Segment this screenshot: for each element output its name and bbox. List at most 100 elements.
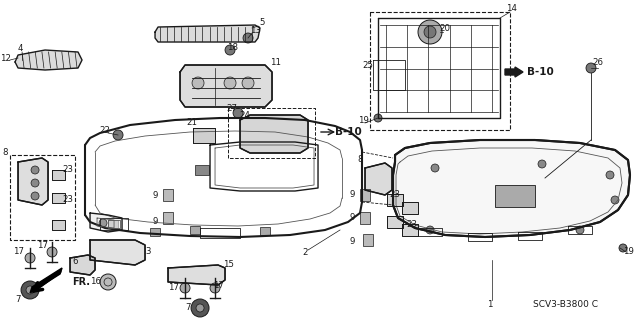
Circle shape	[619, 244, 627, 252]
Text: 2: 2	[302, 249, 308, 257]
Circle shape	[586, 63, 596, 73]
Text: 23: 23	[406, 220, 417, 229]
Text: 8: 8	[357, 155, 363, 165]
Text: 17: 17	[212, 281, 223, 291]
Polygon shape	[193, 128, 215, 143]
Circle shape	[31, 192, 39, 200]
Polygon shape	[365, 163, 392, 195]
Text: 3: 3	[145, 248, 151, 256]
Text: 9: 9	[152, 218, 157, 226]
Circle shape	[243, 33, 253, 43]
Text: 26: 26	[593, 57, 604, 66]
Circle shape	[25, 253, 35, 263]
Text: 15: 15	[223, 261, 234, 270]
Circle shape	[611, 196, 619, 204]
Polygon shape	[155, 25, 260, 42]
Circle shape	[31, 166, 39, 174]
Polygon shape	[70, 255, 95, 275]
Text: 22: 22	[100, 125, 111, 135]
Text: 11: 11	[269, 57, 280, 66]
Polygon shape	[168, 265, 225, 285]
Text: 9: 9	[349, 213, 355, 222]
Circle shape	[191, 299, 209, 317]
Circle shape	[374, 114, 382, 122]
Text: 23: 23	[63, 166, 74, 174]
Circle shape	[196, 304, 204, 312]
Bar	[363, 234, 373, 246]
Circle shape	[192, 77, 204, 89]
Text: 20: 20	[440, 24, 451, 33]
Circle shape	[113, 130, 123, 140]
Circle shape	[26, 286, 34, 294]
Text: 1: 1	[487, 300, 493, 309]
Polygon shape	[387, 194, 403, 206]
Text: 7: 7	[15, 295, 20, 305]
FancyArrow shape	[505, 67, 523, 77]
Circle shape	[431, 164, 439, 172]
Bar	[360, 212, 370, 224]
Circle shape	[424, 26, 436, 38]
Polygon shape	[387, 216, 403, 228]
Circle shape	[225, 45, 235, 55]
Text: FR.: FR.	[72, 277, 90, 287]
Bar	[260, 227, 270, 235]
Circle shape	[100, 274, 116, 290]
Text: 9: 9	[349, 190, 355, 199]
Text: 18: 18	[227, 42, 237, 51]
Polygon shape	[90, 240, 145, 265]
Circle shape	[210, 283, 220, 293]
Circle shape	[606, 171, 614, 179]
Text: 5: 5	[259, 18, 265, 26]
Text: 23: 23	[390, 190, 401, 199]
Circle shape	[180, 283, 190, 293]
Text: 12: 12	[0, 54, 10, 63]
Text: 24: 24	[239, 110, 250, 120]
Text: 17: 17	[36, 241, 47, 250]
Bar	[195, 165, 209, 175]
Bar	[360, 189, 370, 201]
Text: 17: 17	[13, 248, 24, 256]
Text: 9: 9	[152, 191, 157, 201]
Circle shape	[538, 160, 546, 168]
Text: B-10: B-10	[527, 67, 554, 77]
Bar	[150, 228, 160, 236]
Text: B-10: B-10	[335, 127, 362, 137]
Text: 27: 27	[227, 103, 237, 113]
Polygon shape	[52, 170, 65, 180]
Polygon shape	[402, 224, 418, 236]
Text: SCV3-B3800 C: SCV3-B3800 C	[532, 300, 598, 309]
Circle shape	[418, 20, 442, 44]
Bar	[108, 220, 118, 228]
Circle shape	[576, 226, 584, 234]
Text: 4: 4	[17, 43, 23, 53]
Text: 6: 6	[72, 257, 78, 266]
Text: 8: 8	[3, 147, 8, 157]
Polygon shape	[240, 115, 308, 153]
Polygon shape	[393, 140, 630, 237]
Circle shape	[31, 179, 39, 187]
Polygon shape	[180, 65, 272, 107]
Polygon shape	[402, 202, 418, 214]
Bar	[190, 226, 200, 234]
Polygon shape	[15, 50, 82, 70]
Text: 16: 16	[90, 278, 100, 286]
Text: 25: 25	[362, 61, 374, 70]
Polygon shape	[90, 213, 122, 232]
Circle shape	[21, 281, 39, 299]
Text: 17: 17	[168, 284, 179, 293]
Text: 13: 13	[250, 26, 260, 34]
Polygon shape	[30, 268, 62, 293]
Text: 21: 21	[186, 117, 198, 127]
Polygon shape	[52, 193, 65, 203]
Text: 23: 23	[63, 196, 74, 204]
Circle shape	[99, 219, 107, 227]
Text: 7: 7	[186, 303, 191, 313]
Text: 19: 19	[358, 115, 369, 124]
Circle shape	[47, 247, 57, 257]
Polygon shape	[18, 158, 48, 205]
Circle shape	[224, 77, 236, 89]
Bar	[495, 185, 535, 207]
Text: 9: 9	[349, 237, 355, 247]
Text: 14: 14	[506, 4, 518, 12]
Text: 19: 19	[623, 248, 634, 256]
